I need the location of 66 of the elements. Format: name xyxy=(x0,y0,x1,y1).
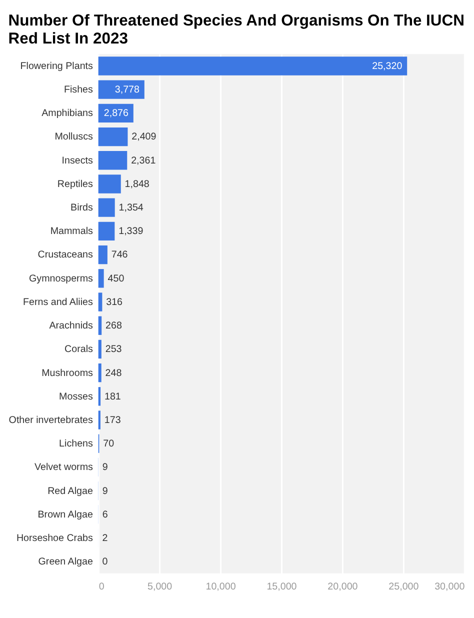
data-label: 2,361 xyxy=(131,155,156,166)
y-tick-label: Brown Algae xyxy=(38,509,94,520)
x-tick-label: 15,000 xyxy=(266,582,298,593)
y-tick-label: Arachnids xyxy=(49,320,93,332)
data-label: 1,354 xyxy=(118,202,144,214)
bar xyxy=(98,151,128,170)
data-label: 450 xyxy=(108,273,125,284)
data-label: 6 xyxy=(102,509,108,520)
data-label: 316 xyxy=(106,296,124,308)
data-label: 2 xyxy=(102,532,108,544)
bar xyxy=(98,198,115,217)
y-tick-label: Lichens xyxy=(59,438,93,450)
data-label: 1,339 xyxy=(118,226,144,238)
y-tick-label: Fishes xyxy=(64,84,94,96)
bar xyxy=(98,174,121,194)
data-label: 1,848 xyxy=(124,178,150,190)
data-label: 3,778 xyxy=(114,84,140,96)
data-label: 248 xyxy=(105,368,122,379)
bar xyxy=(98,56,408,76)
y-tick-label: Flowering Plants xyxy=(20,60,94,72)
data-label: 181 xyxy=(104,391,121,402)
data-label: 25,320 xyxy=(372,60,403,72)
y-tick-label: Reptiles xyxy=(57,178,94,190)
y-tick-label: Birds xyxy=(70,202,94,214)
bar xyxy=(98,245,108,264)
data-label: 70 xyxy=(103,438,115,450)
y-tick-label: Red Algae xyxy=(48,486,94,497)
bar xyxy=(98,316,102,335)
y-tick-label: Amphibians xyxy=(42,108,94,120)
y-tick-label: Gymnosperms xyxy=(29,273,94,284)
bar xyxy=(98,222,115,241)
bar xyxy=(98,363,102,382)
data-label: 9 xyxy=(102,486,108,497)
data-label: 173 xyxy=(104,414,122,426)
x-tick-label: 25,000 xyxy=(388,582,420,593)
y-tick-label: Green Algae xyxy=(38,556,94,568)
y-tick-label: Ferns and Aliies xyxy=(22,296,94,308)
x-tick-label: 10,000 xyxy=(206,582,236,593)
y-tick-label: Mammals xyxy=(50,226,94,238)
data-label: 746 xyxy=(111,250,128,261)
data-label: 268 xyxy=(106,320,122,332)
y-tick-label: Velvet worms xyxy=(34,462,94,474)
y-tick-label: Other invertebrates xyxy=(8,414,94,426)
y-tick-label: Mosses xyxy=(59,391,94,402)
y-tick-label: Horseshoe Crabs xyxy=(16,532,94,544)
x-tick-label: 30,000 xyxy=(434,582,466,593)
bar xyxy=(98,292,102,312)
data-label: 0 xyxy=(102,556,108,568)
data-label: 253 xyxy=(105,344,122,356)
y-tick-label: Insects xyxy=(62,155,94,166)
y-tick-label: Molluscs xyxy=(54,132,94,143)
x-tick-label: 5,000 xyxy=(148,582,173,593)
data-label: 2,409 xyxy=(132,132,156,143)
y-tick-label: Crustaceans xyxy=(38,250,94,261)
y-tick-label: Corals xyxy=(64,344,94,356)
data-label: 2,876 xyxy=(104,108,130,120)
bar xyxy=(98,127,128,146)
data-label: 9 xyxy=(102,462,108,474)
y-tick-label: Mushrooms xyxy=(42,368,94,379)
x-tick-label: 20,000 xyxy=(328,582,358,593)
bar xyxy=(98,80,144,99)
chart-title: Number Of Threatened Species And Organisms On The IUCN Red List In 2023 xyxy=(8,12,464,48)
bar xyxy=(98,387,101,406)
bar xyxy=(98,269,104,288)
bar xyxy=(98,340,102,359)
x-tick-label: 0 xyxy=(98,582,105,593)
